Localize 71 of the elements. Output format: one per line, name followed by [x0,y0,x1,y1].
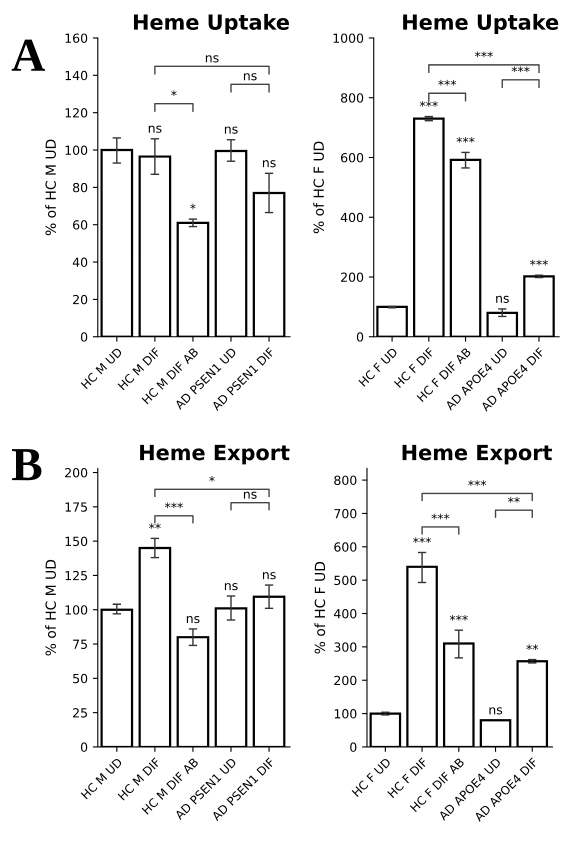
chart-title: Heme Export [402,444,552,464]
y-tick-label: 400 [334,608,356,618]
y-tick-label: 200 [341,272,364,282]
annotation: * [171,90,177,96]
y-tick-label: 800 [334,476,356,486]
y-tick-label: 400 [340,212,364,222]
y-tick-label: 600 [334,542,356,552]
annotation: ns [262,160,276,168]
annotation: * [190,204,196,210]
annotation: ns [186,616,200,624]
y-tick-label: 300 [334,642,356,652]
annotation: *** [450,614,468,621]
y-tick-label: 100 [334,709,356,719]
chart-title: Heme Export [140,444,290,464]
annotation: ns [496,296,509,303]
text: A [12,40,45,71]
annotation: *** [474,52,493,58]
annotation: *** [468,480,486,486]
y-tick-label: 0 [356,332,364,342]
annotation: *** [164,502,183,508]
annotation: * [209,476,215,482]
y-tick-label: 0 [80,332,88,342]
y-tick-label: 100 [66,145,88,155]
annotation: ns [206,55,219,62]
y-tick-label: 140 [66,70,88,80]
y-tick-label: 100 [66,605,88,615]
y-tick-label: 50 [73,674,88,684]
y-tick-label: 120 [66,108,88,118]
annotation: ns [244,73,257,80]
y-tick-label: 175 [66,502,87,512]
annotation: *** [512,66,530,72]
y-tick-label: 700 [334,508,356,518]
text: B [12,449,42,480]
y-axis-title: % of HC M UD [45,560,56,656]
annotation: ns [244,492,257,499]
y-tick-label: 150 [66,536,88,546]
y-tick-label: 200 [334,676,356,686]
y-tick-label: 60 [73,220,88,230]
y-tick-label: 75 [73,640,87,649]
annotation: ** [149,523,161,529]
y-tick-label: 80 [73,182,88,192]
y-tick-label: 600 [341,152,364,162]
y-tick-label: 1000 [334,33,364,43]
annotation: ** [508,496,520,503]
annotation: ns [224,126,238,134]
annotation: *** [413,537,432,543]
annotation: *** [530,260,548,266]
y-tick-label: 0 [350,742,356,752]
y-tick-label: 500 [334,576,356,586]
chart-title: Heme Uptake [403,14,558,34]
y-tick-label: 25 [73,708,87,718]
annotation: *** [420,101,438,107]
y-tick-label: 160 [66,33,88,43]
y-tick-label: 20 [73,294,88,304]
annotation: *** [456,136,475,143]
y-axis-title: % of HC F UD [314,562,326,654]
y-tick-label: 40 [72,258,88,267]
annotation: ** [526,644,538,650]
y-axis-title: % of HC F UD [313,142,324,234]
annotation: ns [148,126,162,133]
annotation: ns [224,583,238,590]
annotation: *** [438,80,456,86]
y-tick-label: 200 [65,468,88,478]
y-tick-label: 0 [80,742,88,752]
annotation: ns [489,707,502,714]
y-tick-label: 125 [66,570,87,580]
y-tick-label: 800 [340,93,364,103]
annotation: ns [262,572,276,580]
y-axis-title: % of HC M UD [45,140,56,236]
annotation: *** [431,514,450,520]
chart-title: Heme Uptake [134,14,289,34]
